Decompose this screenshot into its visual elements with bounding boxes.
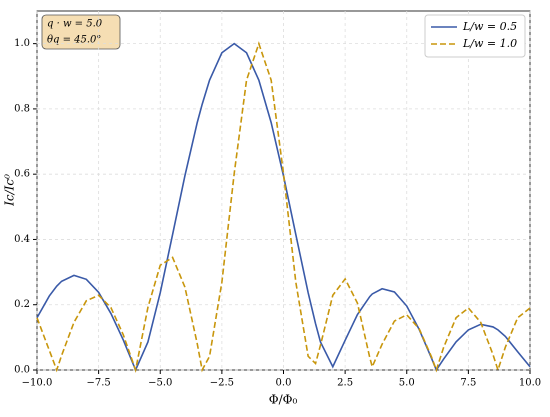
y-tick-label: 0.2 [14,299,30,310]
x-tick-label: 0.0 [276,378,292,389]
x-axis-label: Φ/Φ₀ [269,393,298,407]
y-tick-label: 1.0 [14,38,30,49]
y-tick-label: 0.6 [14,169,30,180]
legend-label: L/w = 1.0 [462,37,517,50]
x-tick-label: 7.5 [460,378,476,389]
y-tick-label: 0.0 [14,365,30,376]
x-tick-label: 5.0 [399,378,415,389]
x-tick-label: 10.0 [519,378,541,389]
annotation: q · w = 5.0 [47,19,103,30]
x-tick-label: −10.0 [22,378,53,389]
y-tick-label: 0.4 [14,234,30,245]
y-tick-label: 0.8 [14,103,30,114]
x-tick-label: −5.0 [148,378,172,389]
y-axis-label: Ic/Ic⁰ [3,174,17,207]
legend-box [424,14,526,58]
plot-frame [36,10,531,371]
x-tick-label: −2.5 [210,378,234,389]
annotation-box [41,14,121,50]
x-tick-label: 2.5 [337,378,353,389]
x-tick-label: −7.5 [86,378,110,389]
series-line [36,42,531,373]
legend-label: L/w = 0.5 [462,20,517,33]
series-line [36,41,531,374]
annotation: θq = 45.0° [47,35,101,46]
